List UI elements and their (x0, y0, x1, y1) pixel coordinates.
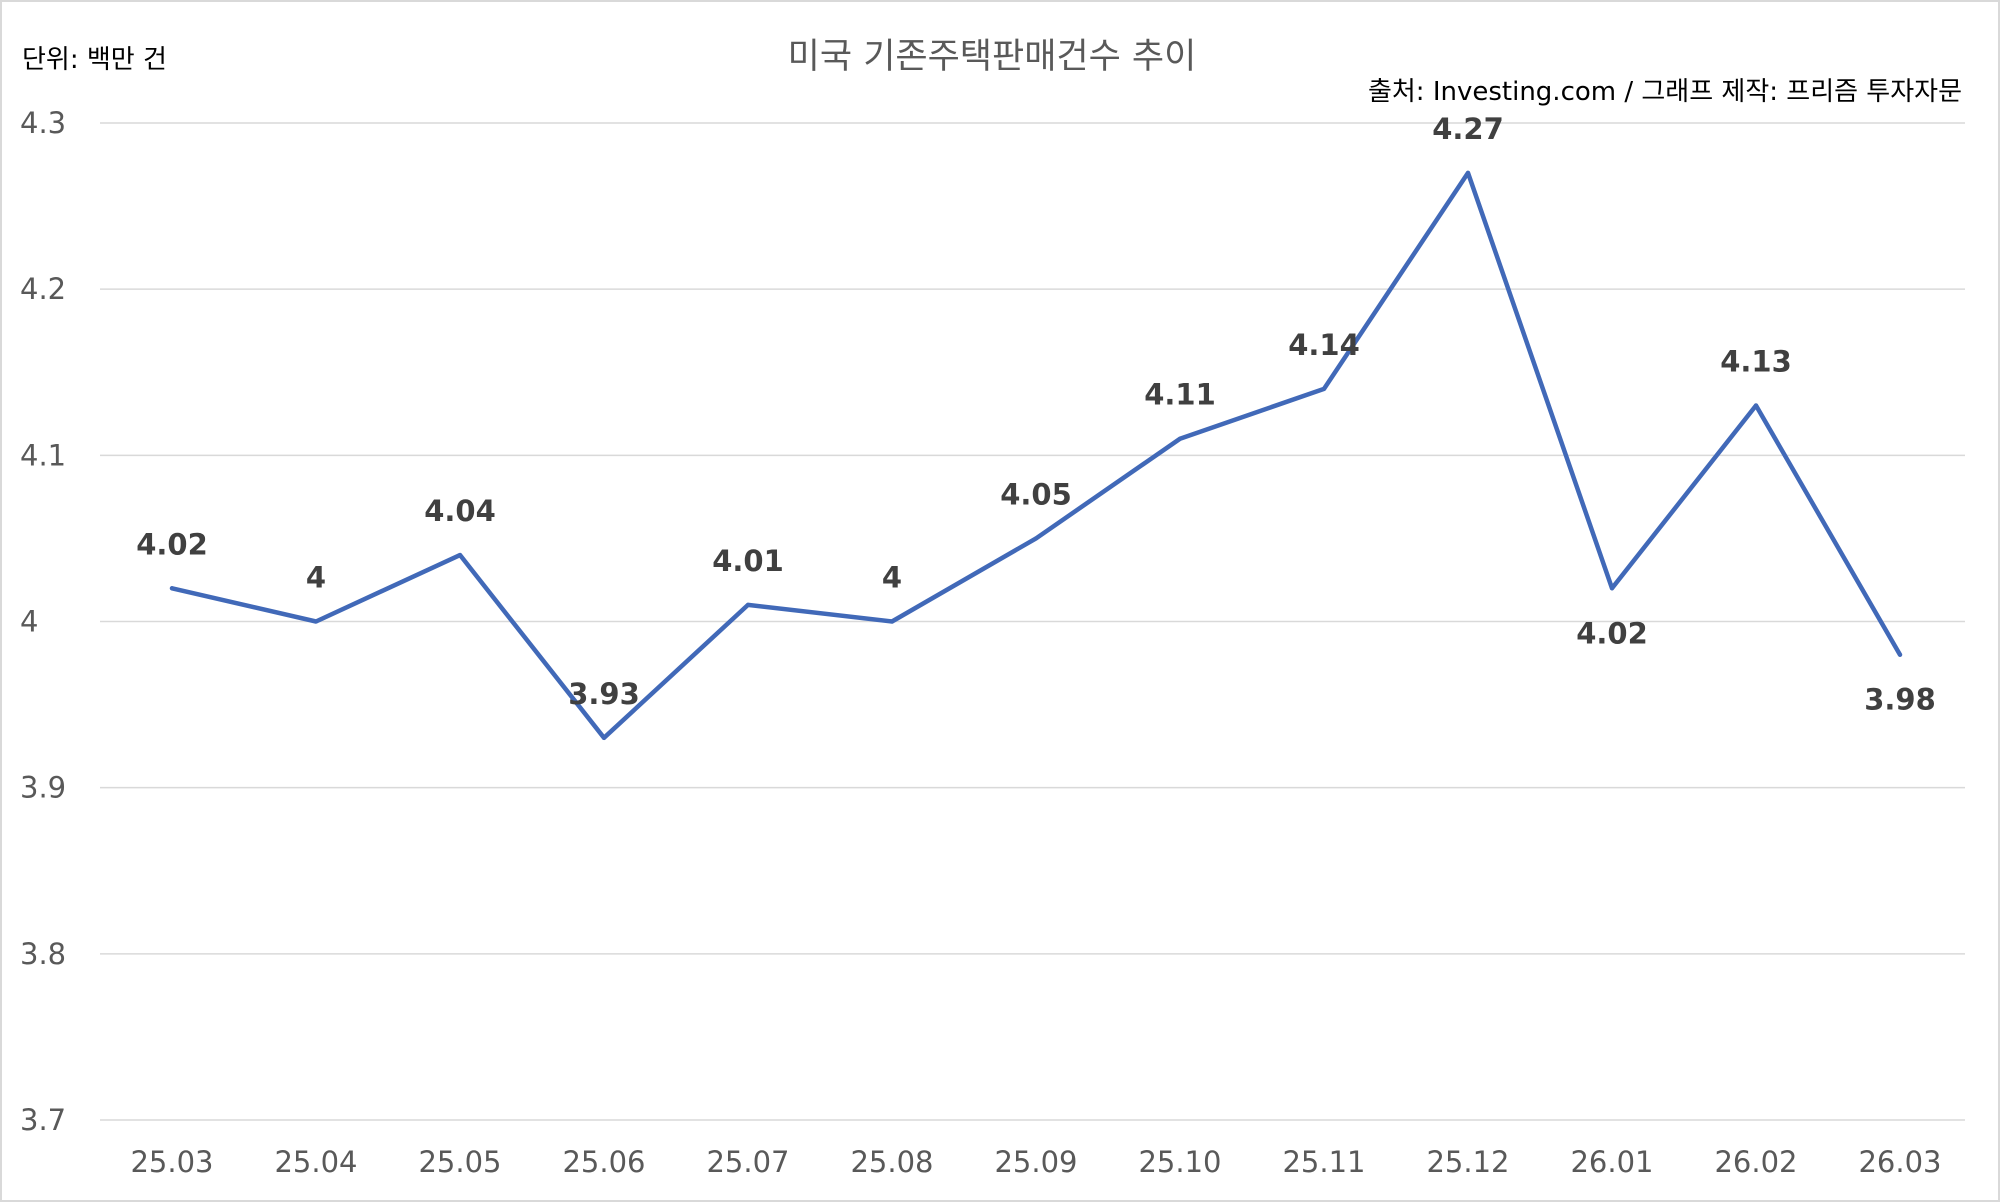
y-tick-label: 3.8 (20, 937, 66, 971)
data-point (170, 586, 174, 591)
y-tick-label: 4.3 (20, 106, 66, 140)
x-tick-label: 26.03 (1858, 1145, 1941, 1179)
x-tick-label: 25.11 (1282, 1145, 1365, 1179)
data-label: 4.02 (136, 527, 208, 561)
x-tick-label: 25.09 (994, 1145, 1077, 1179)
y-axis-tick-labels: 3.7 3.8 3.9 4 4.1 4.2 4.3 (20, 106, 66, 1137)
data-label: 4.02 (1576, 616, 1648, 650)
x-tick-label: 25.06 (562, 1145, 645, 1179)
data-label: 4.14 (1288, 328, 1360, 362)
data-label: 3.98 (1864, 683, 1936, 717)
data-point (1898, 652, 1902, 657)
x-tick-label: 25.03 (130, 1145, 213, 1179)
x-tick-label: 25.12 (1426, 1145, 1509, 1179)
data-point (890, 619, 894, 624)
data-label: 4.27 (1432, 112, 1504, 146)
x-axis-tick-labels: 25.03 25.04 25.05 25.06 25.07 25.08 25.09 25.10… (130, 1145, 1941, 1179)
y-tick-label: 4.2 (20, 272, 66, 306)
y-tick-label: 4 (20, 605, 38, 639)
x-tick-label: 26.01 (1570, 1145, 1653, 1179)
data-label: 4 (882, 561, 902, 595)
data-point (458, 553, 462, 558)
data-label: 4.11 (1144, 378, 1216, 412)
data-label: 4.01 (712, 544, 784, 578)
data-point (1466, 170, 1470, 175)
data-label: 4.04 (424, 494, 496, 528)
data-point (746, 602, 750, 607)
data-labels: 4.02 4 4.04 3.93 4.01 4 4.05 4.11 4.14 4.27 4.02 4.… (136, 112, 1936, 717)
data-point (1610, 586, 1614, 591)
y-tick-label: 3.9 (20, 771, 66, 805)
chart-title: 미국 기존주택판매건수 추이 (788, 37, 1197, 77)
gridlines (100, 122, 1965, 1121)
data-point (1034, 536, 1038, 541)
data-point (1322, 386, 1326, 391)
data-label: 3.93 (568, 677, 640, 711)
x-tick-label: 25.04 (274, 1145, 357, 1179)
data-label: 4.05 (1000, 477, 1072, 511)
data-point (1178, 436, 1182, 441)
y-tick-label: 3.7 (20, 1103, 66, 1137)
x-tick-label: 25.10 (1138, 1145, 1221, 1179)
y-tick-label: 4.1 (20, 438, 66, 472)
source-note: 출처: Investing.com / 그래프 제작: 프리즘 투자자문 (1368, 77, 1962, 107)
unit-note: 단위: 백만 건 (22, 45, 167, 75)
x-tick-label: 25.08 (850, 1145, 933, 1179)
data-point (602, 735, 606, 740)
series-layer (169, 170, 1903, 741)
x-tick-label: 26.02 (1714, 1145, 1797, 1179)
x-tick-label: 25.05 (418, 1145, 501, 1179)
data-label: 4 (306, 561, 326, 595)
data-label: 4.13 (1720, 344, 1792, 378)
x-tick-label: 25.07 (706, 1145, 789, 1179)
data-point (314, 619, 318, 624)
data-point (1754, 403, 1758, 408)
